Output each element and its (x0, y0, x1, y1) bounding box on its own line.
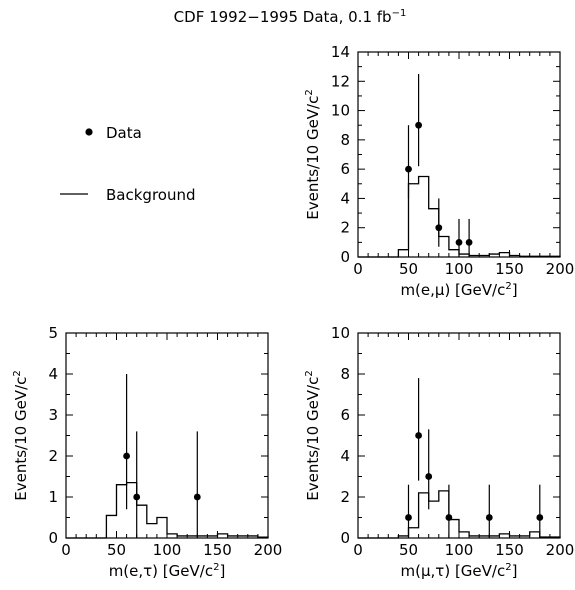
x-tick-label: 50 (107, 541, 126, 559)
x-tick-label: 100 (445, 260, 474, 278)
x-tick-label: 150 (495, 260, 524, 278)
y-axis-label: Events/10 GeV/c2 (304, 370, 322, 500)
data-point (536, 514, 544, 521)
x-tick-label: 50 (399, 260, 418, 278)
x-tick-label: 0 (353, 541, 363, 559)
x-axis-label: m(e,μ) [GeV/c2] (400, 281, 517, 299)
data-point (435, 224, 443, 232)
y-tick-label: 2 (340, 219, 350, 237)
x-tick-label: 200 (546, 541, 575, 559)
background-histogram (358, 490, 561, 539)
y-tick-label: 8 (340, 131, 350, 149)
y-axis-label-sup: 2 (304, 89, 315, 95)
y-tick-label: 0 (48, 529, 58, 547)
data-point (465, 238, 473, 246)
data-point (123, 452, 130, 460)
y-tick-label: 12 (331, 72, 350, 90)
legend-data-label: Data (106, 124, 142, 142)
y-axis-label: Events/10 GeV/c2 (12, 370, 30, 500)
y-tick-label: 0 (340, 529, 350, 547)
x-axis-label-sup: 2 (505, 562, 511, 573)
data-point (445, 514, 453, 521)
x-tick-label: 150 (203, 541, 232, 559)
x-axis-label-end: ] (512, 562, 518, 580)
legend-data-marker (85, 128, 93, 136)
figure-title: CDF 1992−1995 Data, 0.1 fb−1 (174, 8, 407, 26)
y-tick-label: 10 (331, 324, 350, 342)
y-axis-label: Events/10 GeV/c2 (304, 89, 322, 219)
data-point (405, 514, 412, 521)
y-tick-label: 6 (340, 406, 350, 424)
y-axis-label-sup: 2 (12, 370, 23, 376)
legend: Data Background (60, 124, 196, 204)
x-axis-label: m(e,τ) [GeV/c2] (109, 562, 226, 580)
x-axis-label-main: m(μ,τ) [GeV/c (401, 562, 506, 580)
y-tick-label: 2 (340, 488, 350, 506)
y-tick-label: 8 (340, 365, 350, 383)
y-tick-label: 5 (48, 324, 58, 342)
x-axis-label-sup: 2 (505, 281, 511, 292)
data-point (415, 121, 422, 129)
x-tick-label: 100 (445, 541, 474, 559)
figure-title-superscript: −1 (392, 8, 407, 19)
x-tick-label: 100 (153, 541, 182, 559)
y-tick-label: 1 (48, 488, 58, 506)
y-tick-label: 14 (331, 43, 350, 61)
y-tick-label: 3 (48, 406, 58, 424)
data-point (133, 493, 141, 501)
y-tick-label: 4 (48, 365, 58, 383)
x-axis-label-end: ] (512, 281, 518, 299)
y-axis-label-main: Events/10 GeV/c (304, 377, 322, 501)
legend-background-label: Background (106, 186, 196, 204)
x-axis-label-end: ] (219, 562, 225, 580)
x-axis-label-sup: 2 (213, 562, 219, 573)
data-point (193, 493, 201, 501)
y-axis-label-sup: 2 (304, 370, 315, 376)
y-axis-label-main: Events/10 GeV/c (12, 377, 30, 501)
data-point (455, 238, 463, 246)
x-tick-label: 0 (61, 541, 71, 559)
y-tick-label: 2 (48, 447, 58, 465)
x-axis-label-main: m(e,τ) [GeV/c (109, 562, 213, 580)
x-tick-label: 200 (254, 541, 283, 559)
x-tick-label: 150 (495, 541, 524, 559)
plot-frame (357, 332, 561, 539)
x-tick-label: 50 (399, 541, 418, 559)
plot-frame (65, 332, 269, 539)
background-histogram (66, 482, 269, 539)
x-tick-label: 0 (353, 260, 363, 278)
figure-title-main: CDF 1992−1995 Data, 0.1 fb (174, 8, 392, 26)
y-tick-label: 10 (331, 102, 350, 120)
data-point (405, 165, 412, 173)
data-point (425, 473, 433, 480)
data-point (415, 432, 422, 439)
y-axis-label-main: Events/10 GeV/c (304, 96, 322, 220)
x-axis-label: m(μ,τ) [GeV/c2] (401, 562, 518, 580)
y-tick-label: 0 (340, 248, 350, 266)
y-tick-label: 4 (340, 189, 350, 207)
y-tick-label: 6 (340, 160, 350, 178)
x-tick-label: 200 (546, 260, 575, 278)
y-tick-label: 4 (340, 447, 350, 465)
data-point (485, 514, 493, 521)
x-axis-label-main: m(e,μ) [GeV/c (400, 281, 505, 299)
